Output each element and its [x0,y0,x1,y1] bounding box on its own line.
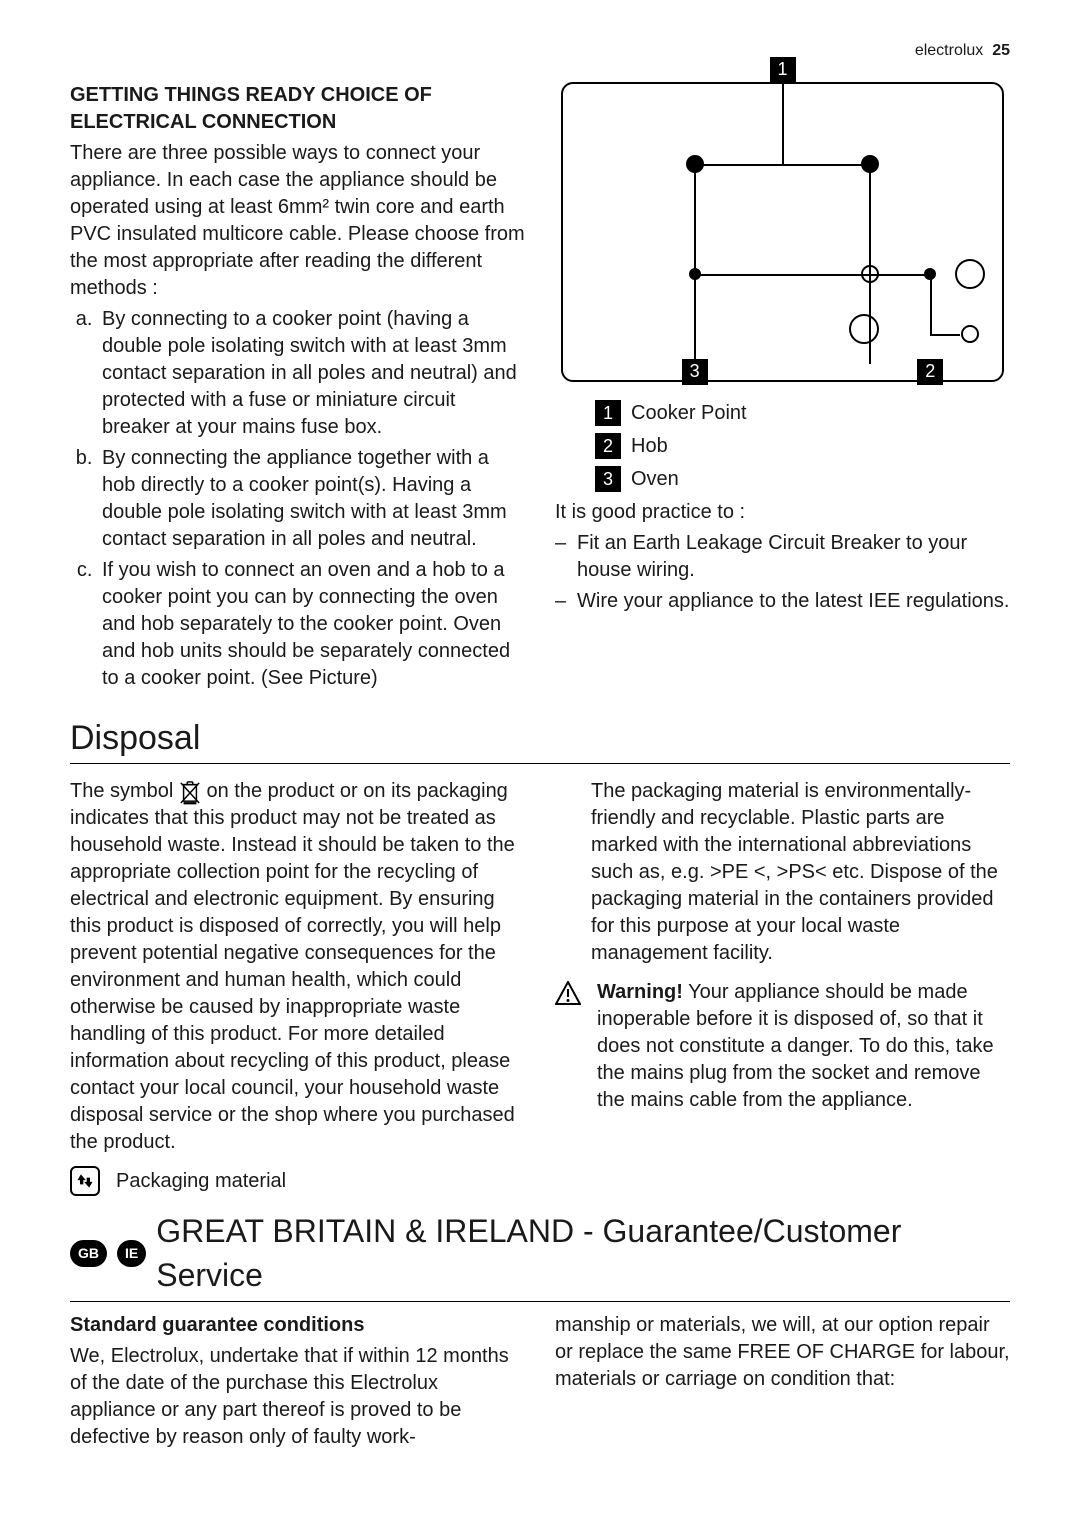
right-column: 1 [555,82,1010,696]
disposal-paragraph: The symbol on the product or on its pack… [70,778,525,1156]
legend-label: Hob [631,433,668,460]
guarantee-title: GREAT BRITAIN & IRELAND - Guarantee/Cust… [156,1210,1010,1296]
warning-text: Warning! Your appliance should be made i… [597,979,1010,1114]
legend-label: Cooker Point [631,400,747,427]
recycle-box-icon [70,1166,100,1196]
page-header: electrolux 25 [70,40,1010,62]
disposal-p1b: on the product or on its packaging indic… [70,780,515,1153]
diagram-line [782,84,784,164]
packaging-label: Packaging material [116,1168,286,1195]
left-column: GETTING THINGS READY CHOICE OF ELECTRICA… [70,82,525,696]
legend-label: Oven [631,466,679,493]
guarantee-columns: Standard guarantee conditions We, Electr… [70,1312,1010,1455]
diagram-legend: 1 Cooker Point 2 Hob 3 Oven [595,400,1010,493]
legend-row: 3 Oven [595,466,1010,493]
legend-num: 2 [595,433,621,459]
diagram-line [930,274,932,334]
diagram-open-node-icon [849,314,879,344]
top-columns: GETTING THINGS READY CHOICE OF ELECTRICA… [70,82,1010,696]
legend-row: 1 Cooker Point [595,400,1010,427]
crossed-bin-icon [179,779,201,805]
disposal-p1a: The symbol [70,780,179,802]
diagram-marker-2: 2 [917,359,943,385]
packaging-row: Packaging material [70,1166,525,1196]
country-badge-gb: GB [70,1240,107,1267]
brand-text: electrolux [915,42,983,59]
disposal-title: Disposal [70,716,1010,765]
disposal-columns: The symbol on the product or on its pack… [70,778,1010,1196]
guarantee-left: Standard guarantee conditions We, Electr… [70,1312,525,1455]
disposal-left: The symbol on the product or on its pack… [70,778,525,1196]
packaging-paragraph: The packaging material is environmentall… [555,778,1010,967]
practice-list: Fit an Earth Leakage Circuit Breaker to … [555,530,1010,615]
diagram-line [870,274,930,276]
diagram-marker-3: 3 [682,359,708,385]
section1-heading: GETTING THINGS READY CHOICE OF ELECTRICA… [70,82,525,136]
guarantee-subheading: Standard guarantee conditions [70,1312,525,1339]
guarantee-right: manship or materials, we will, at our op… [555,1312,1010,1455]
connection-methods-list: By connecting to a cooker point (having … [70,306,525,692]
diagram-line [930,334,960,336]
guarantee-left-text: We, Electrolux, undertake that if within… [70,1343,525,1451]
list-item: Fit an Earth Leakage Circuit Breaker to … [555,530,1010,584]
legend-num: 1 [595,400,621,426]
list-item: By connecting the appliance together wit… [98,445,525,553]
diagram-node-icon [689,268,701,280]
section1-intro: There are three possible ways to connect… [70,140,525,302]
list-item: If you wish to connect an oven and a hob… [98,557,525,692]
diagram-line [694,164,696,364]
warning-label: Warning! [597,981,683,1003]
warning-block: Warning! Your appliance should be made i… [555,979,1010,1114]
list-item: Wire your appliance to the latest IEE re… [555,588,1010,615]
disposal-right: The packaging material is environmentall… [555,778,1010,1196]
practice-intro: It is good practice to : [555,499,1010,526]
legend-row: 2 Hob [595,433,1010,460]
guarantee-right-text: manship or materials, we will, at our op… [555,1312,1010,1393]
diagram-open-node-icon [955,259,985,289]
diagram-line [695,164,871,166]
diagram-marker-1: 1 [770,57,796,83]
warning-icon [555,979,587,1114]
page-number: 25 [992,42,1010,59]
legend-num: 3 [595,466,621,492]
diagram-line [695,274,871,276]
wiring-diagram: 1 [561,82,1004,382]
guarantee-title-row: GB IE GREAT BRITAIN & IRELAND - Guarante… [70,1210,1010,1301]
country-badge-ie: IE [117,1240,146,1267]
diagram-open-node-icon [961,325,979,343]
list-item: By connecting to a cooker point (having … [98,306,525,441]
